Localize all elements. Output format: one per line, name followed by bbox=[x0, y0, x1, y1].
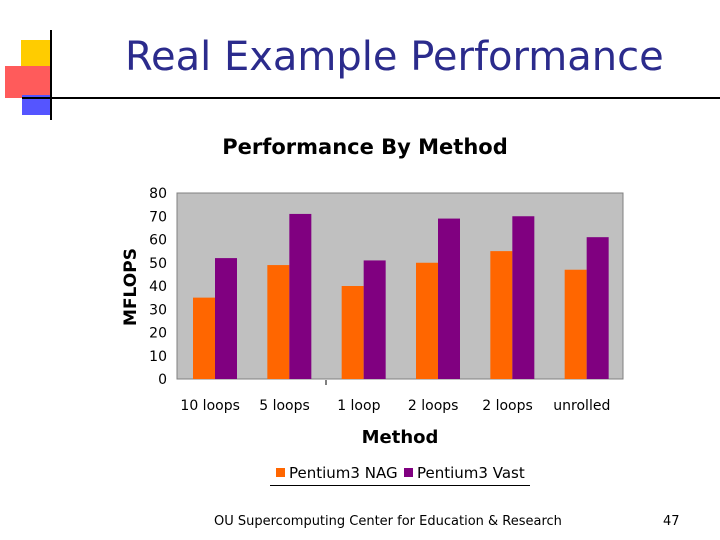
x-tick-label: 2 loops bbox=[482, 398, 533, 414]
x-tick-label: 1 loop bbox=[337, 398, 380, 414]
slide-footer: OU Supercomputing Center for Education &… bbox=[214, 514, 562, 529]
bar-vast bbox=[289, 213, 312, 379]
y-tick-label: 80 bbox=[149, 186, 167, 202]
legend-item-nag: Pentium3 NAG bbox=[276, 464, 398, 482]
y-tick-label: 50 bbox=[149, 256, 167, 272]
y-tick-label: 30 bbox=[149, 302, 167, 318]
bar-nag bbox=[490, 251, 513, 379]
chart-title: Performance By Method bbox=[222, 135, 508, 159]
slide-title: Real Example Performance bbox=[125, 34, 664, 80]
title-underline bbox=[22, 97, 720, 99]
legend-swatch-nag bbox=[276, 468, 285, 477]
page-number: 47 bbox=[663, 514, 680, 529]
title-accent-vertical-line bbox=[50, 30, 52, 120]
bar-vast bbox=[586, 237, 609, 379]
legend-swatch-vast bbox=[404, 468, 413, 477]
plot-area bbox=[176, 192, 624, 380]
x-tick-label: 10 loops bbox=[180, 398, 239, 414]
y-tick-label: 40 bbox=[149, 279, 167, 295]
bar-vast bbox=[512, 216, 535, 379]
x-axis-label: Method bbox=[362, 427, 439, 448]
legend-label-nag: Pentium3 NAG bbox=[289, 464, 398, 482]
y-tick-label: 70 bbox=[149, 209, 167, 225]
legend-label-vast: Pentium3 Vast bbox=[417, 464, 525, 482]
y-axis-label: MFLOPS bbox=[121, 248, 141, 326]
bar-nag bbox=[564, 269, 587, 379]
title-accent-red bbox=[5, 66, 51, 98]
y-tick-label: 10 bbox=[149, 349, 167, 365]
y-tick-label: 0 bbox=[158, 372, 167, 388]
bar-nag bbox=[341, 286, 364, 379]
x-tick-label: unrolled bbox=[553, 398, 610, 414]
x-tick-label: 2 loops bbox=[408, 398, 459, 414]
bar-vast bbox=[215, 258, 237, 379]
chart-legend: Pentium3 NAG Pentium3 Vast bbox=[270, 462, 530, 486]
bar-nag bbox=[267, 265, 290, 379]
bar-vast bbox=[438, 218, 460, 379]
y-tick-label: 60 bbox=[149, 233, 167, 249]
bar-nag bbox=[193, 297, 215, 379]
title-accent-blue bbox=[22, 95, 52, 115]
x-tick-label: 5 loops bbox=[259, 398, 310, 414]
bar-vast bbox=[363, 260, 386, 379]
bar-nag bbox=[416, 262, 438, 379]
y-tick-label: 20 bbox=[149, 326, 167, 342]
legend-item-vast: Pentium3 Vast bbox=[404, 464, 525, 482]
